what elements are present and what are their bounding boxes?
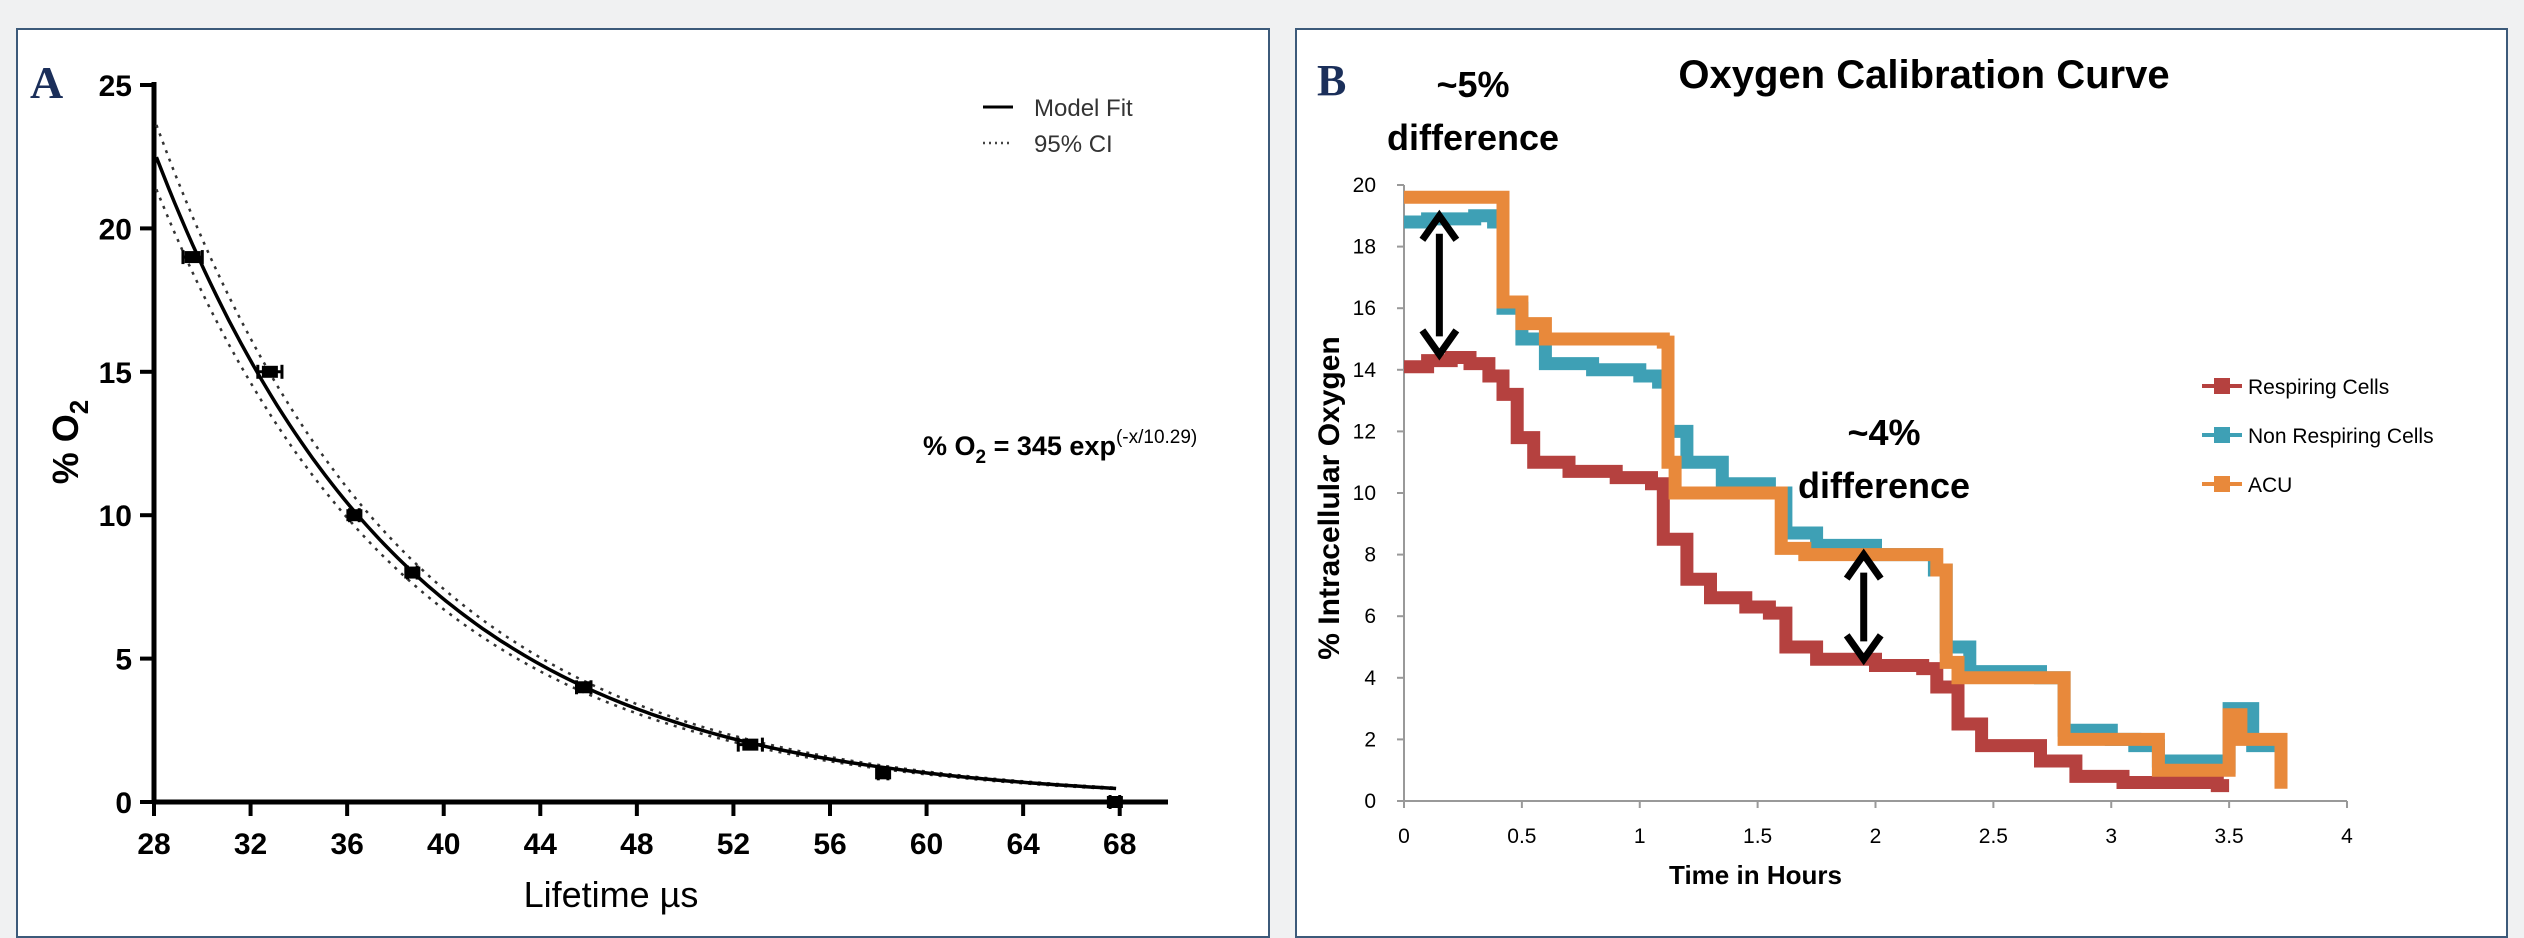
series-line-1 — [1404, 351, 2230, 793]
x-tick-label: 44 — [524, 828, 558, 861]
y-tick-label: 5 — [115, 644, 132, 677]
y-tick-label: 6 — [1364, 605, 1376, 628]
annotation-text: ~5% — [1436, 64, 1509, 105]
data-point — [184, 251, 201, 264]
y-axis-title: % O2 — [45, 400, 94, 484]
y-tick-label: 0 — [115, 787, 132, 820]
data-point — [346, 509, 363, 522]
x-tick-label: 1.5 — [1743, 825, 1772, 848]
x-tick-label: 60 — [910, 828, 943, 861]
data-point — [575, 681, 592, 694]
x-tick-label: 36 — [330, 828, 363, 861]
annotation-arrow-head-top — [1419, 209, 1460, 242]
chart-title: Oxygen Calibration Curve — [1678, 53, 2169, 97]
legend-swatch-marker — [2214, 476, 2230, 492]
y-tick-label: 2 — [1364, 728, 1376, 751]
annotation-text: ~4% — [1847, 412, 1920, 453]
data-point — [261, 365, 278, 378]
legend-model-fit-label: Model Fit — [1034, 95, 1133, 122]
annotation-text: difference — [1387, 117, 1559, 158]
x-tick-label: 0 — [1398, 825, 1410, 848]
legend-label: Non Respiring Cells — [2248, 425, 2434, 448]
legend-ci-label: 95% CI — [1034, 131, 1113, 158]
lifetime-calibration-chart: A 28 32 36 40 44 48 52 56 60 64 68 0 5 10 15 20 25 Lifetim… — [30, 57, 1197, 915]
y-tick-label: 14 — [1353, 359, 1377, 382]
fit-equation: % O2 = 345 exp(-x/10.29) — [923, 427, 1197, 468]
x-tick-label: 48 — [620, 828, 653, 861]
x-tick-label: 2 — [1870, 825, 1882, 848]
x-tick-label: 40 — [427, 828, 460, 861]
x-tick-label: 32 — [234, 828, 267, 861]
ci-lower-curve — [155, 188, 1117, 791]
x-tick-label: 3 — [2105, 825, 2117, 848]
series-line-3 — [1404, 190, 2288, 789]
y-tick-label: 15 — [99, 357, 132, 390]
data-point — [875, 767, 892, 780]
panel-label-a: A — [30, 57, 63, 108]
annotation-text: difference — [1798, 465, 1970, 506]
x-tick-label: 1 — [1634, 825, 1646, 848]
x-tick-label: 0.5 — [1507, 825, 1536, 848]
x-tick-label: 52 — [717, 828, 750, 861]
y-tick-label: 12 — [1353, 420, 1376, 443]
model-fit-curve — [154, 156, 1117, 791]
y-tick-label: 20 — [1353, 174, 1376, 197]
y-tick-label: 10 — [1353, 482, 1376, 505]
x-tick-label: 28 — [137, 828, 170, 861]
annotation-arrow-head-bottom — [1419, 328, 1460, 361]
x-tick-label: 56 — [813, 828, 846, 861]
x-tick-label: 64 — [1006, 828, 1040, 861]
data-point — [1106, 796, 1123, 808]
panel-label-b: B — [1317, 56, 1346, 105]
ci-upper-curve — [155, 124, 1117, 790]
panel-a-lifetime-chart: A 28 32 36 40 44 48 52 56 60 64 68 0 5 10 15 20 25 Lifetim… — [16, 28, 1270, 938]
y-tick-label: 8 — [1364, 544, 1376, 567]
legend-swatch-marker — [2214, 378, 2230, 394]
y-tick-label: 10 — [99, 500, 132, 533]
y-tick-label: 18 — [1353, 236, 1376, 259]
y-tick-label: 4 — [1364, 667, 1376, 690]
y-tick-label: 25 — [99, 70, 132, 103]
x-tick-label: 2.5 — [1979, 825, 2008, 848]
oxygen-calibration-chart: B Oxygen Calibration Curve 0 0.5 1 1.5 2 2.5 3 3.… — [1313, 53, 2434, 890]
y-tick-label: 16 — [1353, 297, 1376, 320]
panel-b-oxygen-calibration-chart: B Oxygen Calibration Curve 0 0.5 1 1.5 2 2.5 3 3.… — [1295, 28, 2508, 938]
legend-swatch-marker — [2214, 427, 2230, 443]
y-tick-label: 0 — [1364, 790, 1376, 813]
x-axis-title: Time in Hours — [1669, 860, 1842, 890]
x-axis-title: Lifetime µs — [524, 874, 699, 915]
legend-label: ACU — [2248, 474, 2292, 497]
annotation-arrow-head-top — [1843, 548, 1884, 581]
data-point — [404, 566, 421, 579]
x-tick-label: 68 — [1103, 828, 1136, 861]
legend-label: Respiring Cells — [2248, 376, 2389, 399]
x-tick-label: 3.5 — [2215, 825, 2244, 848]
y-axis-title: % Intracellular Oxygen — [1313, 336, 1346, 659]
data-point — [742, 738, 759, 751]
annotation-arrow-head-bottom — [1843, 633, 1884, 666]
x-tick-label: 4 — [2341, 825, 2353, 848]
y-tick-label: 20 — [99, 213, 132, 246]
